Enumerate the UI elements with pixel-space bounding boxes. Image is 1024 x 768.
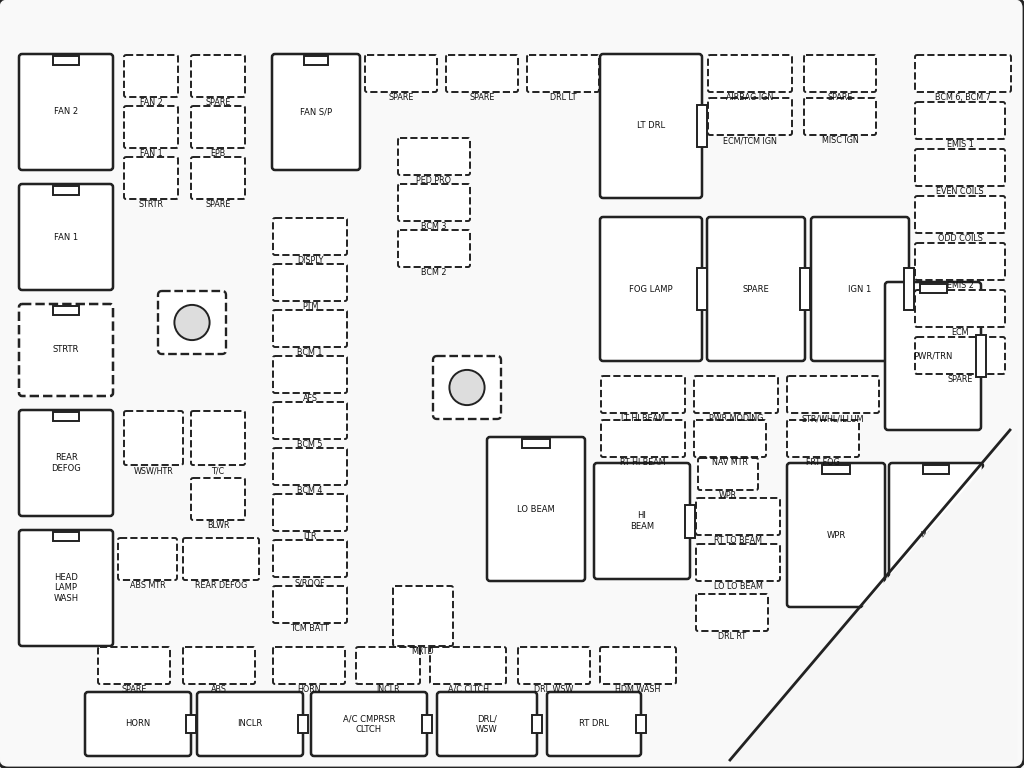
Text: RT LO BEAM: RT LO BEAM: [714, 536, 762, 545]
Text: PED PRO: PED PRO: [417, 176, 452, 185]
FancyBboxPatch shape: [594, 463, 690, 579]
FancyBboxPatch shape: [158, 291, 226, 354]
Text: LTR: LTR: [303, 532, 316, 541]
Bar: [53, 186, 79, 195]
Bar: [685, 505, 695, 538]
Text: REAR DEFOG: REAR DEFOG: [195, 581, 247, 590]
FancyBboxPatch shape: [915, 55, 1011, 92]
Text: FAN 1: FAN 1: [139, 149, 163, 158]
Circle shape: [174, 305, 210, 340]
FancyBboxPatch shape: [19, 184, 113, 290]
FancyBboxPatch shape: [273, 356, 347, 393]
Text: TCM BATT: TCM BATT: [291, 624, 330, 633]
Text: SPARE: SPARE: [206, 200, 230, 209]
FancyBboxPatch shape: [191, 157, 245, 199]
Bar: [298, 715, 308, 733]
Bar: [53, 306, 79, 315]
Text: FOG LAMP: FOG LAMP: [629, 284, 673, 293]
Text: SPARE: SPARE: [388, 93, 414, 102]
FancyBboxPatch shape: [273, 586, 347, 623]
Text: DRL/
WSW: DRL/ WSW: [476, 714, 498, 733]
Text: RT DRL: RT DRL: [579, 720, 609, 729]
FancyBboxPatch shape: [889, 463, 983, 607]
Text: HORN: HORN: [125, 720, 151, 729]
FancyBboxPatch shape: [273, 402, 347, 439]
Text: SPARE: SPARE: [947, 375, 973, 384]
FancyBboxPatch shape: [191, 55, 245, 97]
FancyBboxPatch shape: [787, 376, 879, 413]
Text: BCM 1: BCM 1: [297, 348, 323, 357]
Text: DRL LT: DRL LT: [550, 93, 577, 102]
FancyBboxPatch shape: [708, 98, 792, 135]
FancyBboxPatch shape: [707, 217, 805, 361]
FancyBboxPatch shape: [365, 55, 437, 92]
FancyBboxPatch shape: [787, 420, 859, 457]
FancyBboxPatch shape: [694, 376, 778, 413]
FancyBboxPatch shape: [696, 498, 780, 535]
Text: PWR MODING: PWR MODING: [709, 414, 763, 423]
Text: STRTR: STRTR: [53, 346, 79, 355]
Bar: [920, 284, 946, 293]
Circle shape: [450, 370, 484, 405]
Bar: [53, 532, 79, 541]
FancyBboxPatch shape: [273, 448, 347, 485]
Text: STRTR: STRTR: [138, 200, 164, 209]
FancyBboxPatch shape: [787, 463, 885, 607]
Bar: [697, 268, 707, 310]
Bar: [53, 412, 79, 421]
Text: MRTD: MRTD: [412, 647, 434, 656]
FancyBboxPatch shape: [698, 458, 758, 490]
Text: PWR/TRN: PWR/TRN: [913, 352, 952, 360]
FancyBboxPatch shape: [437, 692, 537, 756]
FancyBboxPatch shape: [518, 647, 590, 684]
Bar: [532, 715, 542, 733]
FancyBboxPatch shape: [811, 217, 909, 361]
Text: BCM 2: BCM 2: [421, 268, 446, 277]
FancyBboxPatch shape: [398, 184, 470, 221]
FancyBboxPatch shape: [547, 692, 641, 756]
FancyBboxPatch shape: [600, 647, 676, 684]
Text: BCM 3: BCM 3: [421, 222, 446, 231]
FancyBboxPatch shape: [601, 420, 685, 457]
Text: RT HI BEAM: RT HI BEAM: [621, 458, 666, 467]
Text: ECM/TCM IGN: ECM/TCM IGN: [723, 136, 777, 145]
Text: A/C CMPRSR
CLTCH: A/C CMPRSR CLTCH: [343, 714, 395, 733]
FancyBboxPatch shape: [398, 138, 470, 175]
FancyBboxPatch shape: [696, 594, 768, 631]
Text: IGN 1: IGN 1: [848, 284, 871, 293]
FancyBboxPatch shape: [356, 647, 420, 684]
Text: NAV MTR: NAV MTR: [712, 458, 748, 467]
Bar: [822, 465, 850, 474]
Bar: [186, 715, 196, 733]
FancyBboxPatch shape: [272, 54, 360, 170]
Text: LO LO BEAM: LO LO BEAM: [714, 582, 763, 591]
Text: BLWR: BLWR: [207, 521, 229, 530]
Text: S/ROOF: S/ROOF: [295, 578, 326, 587]
Text: ABS: ABS: [211, 685, 227, 694]
Bar: [976, 335, 986, 377]
FancyBboxPatch shape: [19, 410, 113, 516]
FancyBboxPatch shape: [430, 647, 506, 684]
Text: HDM WASH: HDM WASH: [615, 685, 660, 694]
Text: FAN 2: FAN 2: [139, 98, 163, 107]
Text: BCM 4: BCM 4: [297, 486, 323, 495]
Text: A/C CLTCH: A/C CLTCH: [447, 685, 488, 694]
FancyBboxPatch shape: [804, 55, 876, 92]
Text: T/C: T/C: [211, 466, 224, 475]
Text: SPARE: SPARE: [742, 284, 769, 293]
Text: SPARE: SPARE: [827, 93, 853, 102]
FancyBboxPatch shape: [601, 376, 685, 413]
FancyBboxPatch shape: [273, 310, 347, 347]
FancyBboxPatch shape: [273, 647, 345, 684]
Text: ODD COILS: ODD COILS: [938, 234, 982, 243]
FancyBboxPatch shape: [393, 586, 453, 646]
Text: STR/WHL/ILLUM: STR/WHL/ILLUM: [802, 414, 864, 423]
Text: LO BEAM: LO BEAM: [517, 505, 555, 514]
Text: BCM 5: BCM 5: [297, 440, 323, 449]
Text: ECM: ECM: [951, 328, 969, 337]
FancyBboxPatch shape: [804, 98, 876, 135]
Text: EMIS 1: EMIS 1: [946, 140, 974, 149]
Text: ABS MTR: ABS MTR: [130, 581, 165, 590]
